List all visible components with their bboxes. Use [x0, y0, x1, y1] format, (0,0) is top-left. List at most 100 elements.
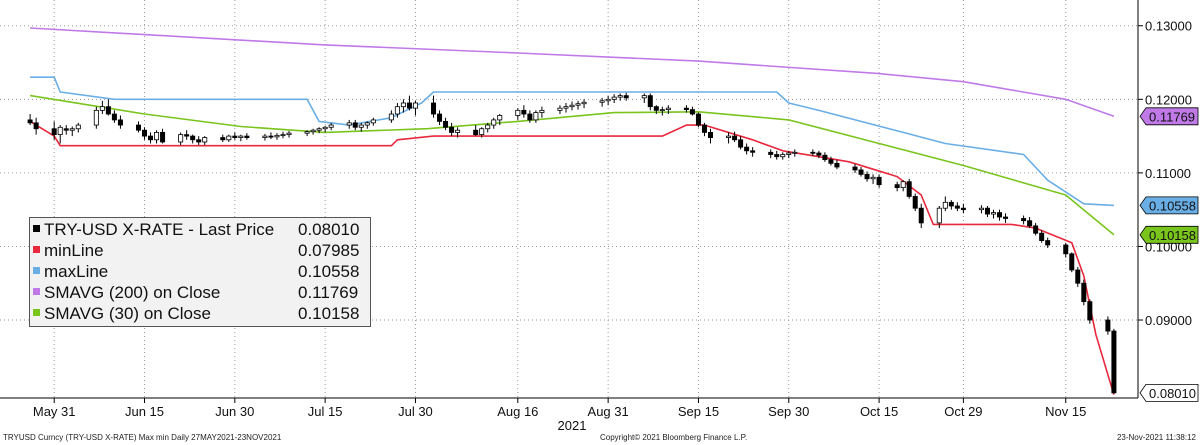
y-tick-label: 0.09000	[1145, 313, 1192, 328]
last-value-text: 0.10158	[1149, 228, 1196, 243]
candle	[99, 100, 105, 115]
candle-body	[894, 184, 900, 188]
legend-swatch	[33, 309, 40, 316]
candle-body	[900, 181, 906, 188]
candle-body	[51, 128, 57, 136]
candle-body	[611, 96, 617, 100]
candle	[154, 130, 160, 144]
candle	[810, 149, 816, 156]
candle	[960, 203, 966, 214]
candle-body	[659, 109, 665, 112]
candle-body	[984, 207, 990, 215]
candle	[1021, 215, 1027, 225]
candle	[111, 110, 117, 123]
candle	[816, 150, 822, 159]
candle	[1111, 328, 1117, 394]
candle	[695, 112, 701, 128]
candle	[238, 134, 244, 142]
candle	[701, 122, 707, 137]
candle-body	[533, 112, 539, 121]
candle	[310, 128, 316, 135]
candle-body	[99, 106, 105, 111]
candle	[244, 133, 250, 140]
x-tick-label: Aug 16	[497, 404, 538, 419]
candle-body	[695, 113, 701, 126]
candle-body	[701, 124, 707, 133]
candle-body	[274, 134, 280, 138]
candle-body	[244, 135, 250, 138]
candle	[479, 127, 485, 138]
legend-item: SMAVG (30) on Close 0.10158	[30, 303, 370, 324]
candle-body	[858, 169, 864, 175]
candle	[683, 105, 689, 113]
candle	[744, 143, 750, 155]
candle	[822, 152, 828, 162]
candle	[262, 133, 268, 141]
candle-body	[852, 166, 858, 171]
candle-body	[232, 135, 238, 138]
candle-body	[1069, 253, 1075, 271]
candle-body	[226, 135, 232, 141]
candle	[190, 134, 196, 144]
candle-body	[750, 150, 756, 153]
candle-body	[184, 134, 190, 137]
candle	[858, 166, 864, 177]
candle-body	[569, 104, 575, 108]
candle-body	[978, 207, 984, 211]
candle-body	[388, 113, 394, 121]
candle	[280, 131, 286, 139]
candle-body	[370, 119, 376, 124]
legend-item: maxLine 0.10558	[30, 261, 370, 282]
candle	[51, 121, 57, 140]
candle	[443, 117, 449, 131]
candle-body	[1081, 282, 1087, 303]
candle	[352, 119, 358, 131]
candle	[1105, 316, 1111, 335]
candle	[852, 164, 858, 173]
candle	[665, 105, 671, 115]
candle-body	[358, 124, 364, 128]
x-tick-label: Jul 15	[308, 404, 343, 419]
candle	[268, 132, 274, 140]
candle	[304, 130, 310, 137]
legend-swatch	[33, 246, 40, 253]
candle-body	[870, 176, 876, 180]
candle-body	[1087, 301, 1093, 321]
candle-body	[1045, 240, 1051, 246]
candle	[184, 130, 190, 140]
candle	[33, 117, 39, 135]
candle	[894, 181, 900, 192]
candle	[870, 174, 876, 184]
candle-body	[876, 176, 882, 186]
legend-swatch	[33, 288, 40, 295]
candle-body	[135, 124, 141, 131]
candle	[834, 159, 840, 170]
candle-body	[148, 135, 154, 141]
gridlines	[0, 0, 1138, 398]
x-tick-label: Jul 30	[398, 404, 433, 419]
candle-body	[1039, 232, 1045, 241]
candle-body	[792, 151, 798, 154]
x-tick-label: Sep 30	[768, 404, 809, 419]
candle-body	[834, 162, 840, 168]
last-value-tag	[1139, 383, 1199, 402]
candle-body	[732, 135, 738, 141]
candle-body	[57, 126, 63, 136]
candle-body	[774, 154, 780, 158]
x-axis-ticks: May 31 Jun 15 Jun 30 Jul 15 Jul 30 Aug 16 Aug …	[33, 398, 1086, 419]
candle	[485, 122, 491, 133]
last-value-label: 0.10558	[1139, 196, 1199, 215]
candle-body	[960, 207, 966, 211]
candle-body	[707, 132, 713, 138]
candle-body	[154, 132, 160, 141]
candle-body	[431, 102, 437, 115]
candle-body	[539, 109, 545, 113]
candle-body	[63, 128, 69, 131]
candle	[936, 205, 942, 229]
candle-body	[280, 134, 286, 137]
candle-body	[160, 132, 166, 143]
candle-body	[238, 135, 244, 138]
candle-body	[412, 102, 418, 109]
candle	[527, 110, 533, 123]
